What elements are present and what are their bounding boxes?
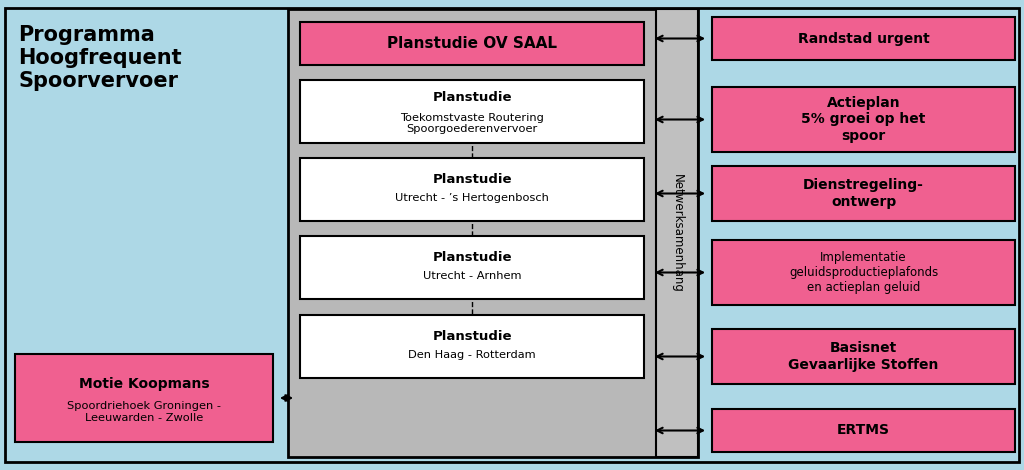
Bar xyxy=(712,17,1015,60)
Bar xyxy=(300,315,644,378)
Text: Randstad urgent: Randstad urgent xyxy=(798,31,930,46)
Text: Programma
Hoogfrequent
Spoorvervoer: Programma Hoogfrequent Spoorvervoer xyxy=(18,25,181,91)
Text: Netwerksamenhang: Netwerksamenhang xyxy=(671,173,683,292)
Text: Utrecht - Arnhem: Utrecht - Arnhem xyxy=(423,271,521,281)
Text: Toekomstvaste Routering
Spoorgoederenvervoer: Toekomstvaste Routering Spoorgoederenver… xyxy=(400,113,544,134)
Bar xyxy=(300,22,644,65)
Text: Planstudie: Planstudie xyxy=(432,173,512,186)
Text: Planstudie: Planstudie xyxy=(432,91,512,104)
Bar xyxy=(712,87,1015,152)
Bar xyxy=(15,354,273,442)
Text: Planstudie: Planstudie xyxy=(432,251,512,264)
Text: Implementatie
geluidsproductieplafonds
en actieplan geluid: Implementatie geluidsproductieplafonds e… xyxy=(788,251,938,294)
Bar xyxy=(300,158,644,221)
Text: ERTMS: ERTMS xyxy=(837,423,890,438)
Bar xyxy=(656,9,698,457)
Bar xyxy=(300,236,644,299)
Bar xyxy=(712,409,1015,452)
Text: Spoordriehoek Groningen -
Leeuwarden - Zwolle: Spoordriehoek Groningen - Leeuwarden - Z… xyxy=(67,401,221,423)
Text: Planstudie: Planstudie xyxy=(432,330,512,343)
Text: Basisnet
Gevaarlijke Stoffen: Basisnet Gevaarlijke Stoffen xyxy=(788,341,939,372)
Text: Dienstregeling-
ontwerp: Dienstregeling- ontwerp xyxy=(803,179,924,209)
Bar xyxy=(300,80,644,143)
Bar xyxy=(288,9,698,457)
Text: Actieplan
5% groei op het
spoor: Actieplan 5% groei op het spoor xyxy=(802,96,926,143)
Text: Den Haag - Rotterdam: Den Haag - Rotterdam xyxy=(409,350,536,360)
Text: Motie Koopmans: Motie Koopmans xyxy=(79,377,209,391)
Text: Planstudie OV SAAL: Planstudie OV SAAL xyxy=(387,36,557,51)
Bar xyxy=(712,166,1015,221)
Text: Utrecht - ’s Hertogenbosch: Utrecht - ’s Hertogenbosch xyxy=(395,193,549,203)
Bar xyxy=(712,329,1015,384)
Bar xyxy=(712,240,1015,305)
